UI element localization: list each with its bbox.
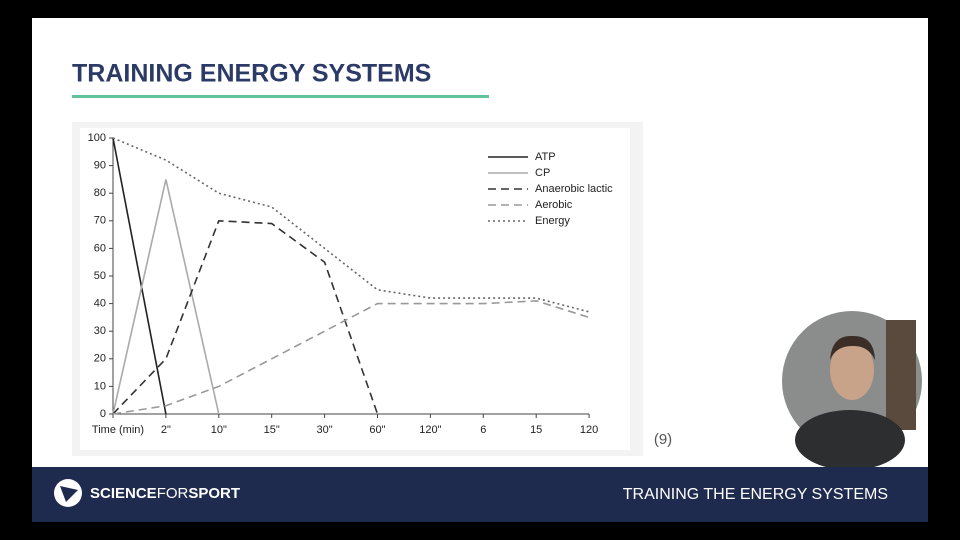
x-tick-label: 2": [161, 424, 171, 436]
webcam: [782, 311, 922, 470]
x-tick-label: 120: [580, 424, 598, 436]
x-axis-label: Time (min): [92, 424, 144, 436]
y-tick-label: 50: [94, 270, 106, 282]
y-tick-label: 70: [94, 215, 106, 227]
y-tick-label: 40: [94, 298, 106, 310]
brand-part: SPORT: [188, 485, 240, 502]
brand-part: SCIENCE: [90, 485, 157, 502]
slide-title: TRAINING ENERGY SYSTEMS: [72, 60, 431, 88]
x-tick-label: 6: [480, 424, 486, 436]
chart-plot-bg: [80, 128, 630, 450]
webcam-bg: [886, 320, 916, 430]
x-tick-label: 10": [211, 424, 227, 436]
webcam-hair: [830, 335, 875, 360]
x-tick-label: 15: [530, 424, 542, 436]
x-tick-label: 60": [369, 424, 385, 436]
legend-label: Aerobic: [535, 199, 573, 211]
series-line: [112, 179, 220, 415]
citation: (9): [654, 431, 672, 448]
footer-bar: [32, 467, 928, 522]
x-tick-label: 15": [264, 424, 280, 436]
series-line: [112, 137, 590, 313]
y-tick-label: 90: [94, 160, 106, 172]
series-line: [112, 219, 379, 415]
y-tick-label: 100: [88, 132, 106, 144]
y-tick-label: 30: [94, 325, 106, 337]
y-tick-label: 10: [94, 380, 106, 392]
y-tick-label: 60: [94, 242, 106, 254]
brand: SCIENCEFORSPORT: [90, 485, 240, 502]
webcam-face: [830, 340, 874, 400]
footer-caption: TRAINING THE ENERGY SYSTEMS: [623, 486, 888, 503]
legend-label: Energy: [535, 215, 570, 227]
series-line: [112, 300, 590, 415]
legend-label: CP: [535, 167, 550, 179]
webcam-body: [795, 410, 905, 470]
x-tick-label: 30": [317, 424, 333, 436]
x-tick-label: 120": [419, 424, 441, 436]
legend-label: Anaerobic lactic: [535, 183, 613, 195]
logo-mark: [60, 486, 78, 502]
title-underline: [72, 95, 489, 98]
series-line: [112, 137, 167, 415]
y-tick-label: 20: [94, 353, 106, 365]
y-tick-label: 0: [100, 408, 106, 420]
y-tick-label: 80: [94, 187, 106, 199]
legend-label: ATP: [535, 151, 556, 163]
brand-part: FOR: [157, 485, 189, 502]
